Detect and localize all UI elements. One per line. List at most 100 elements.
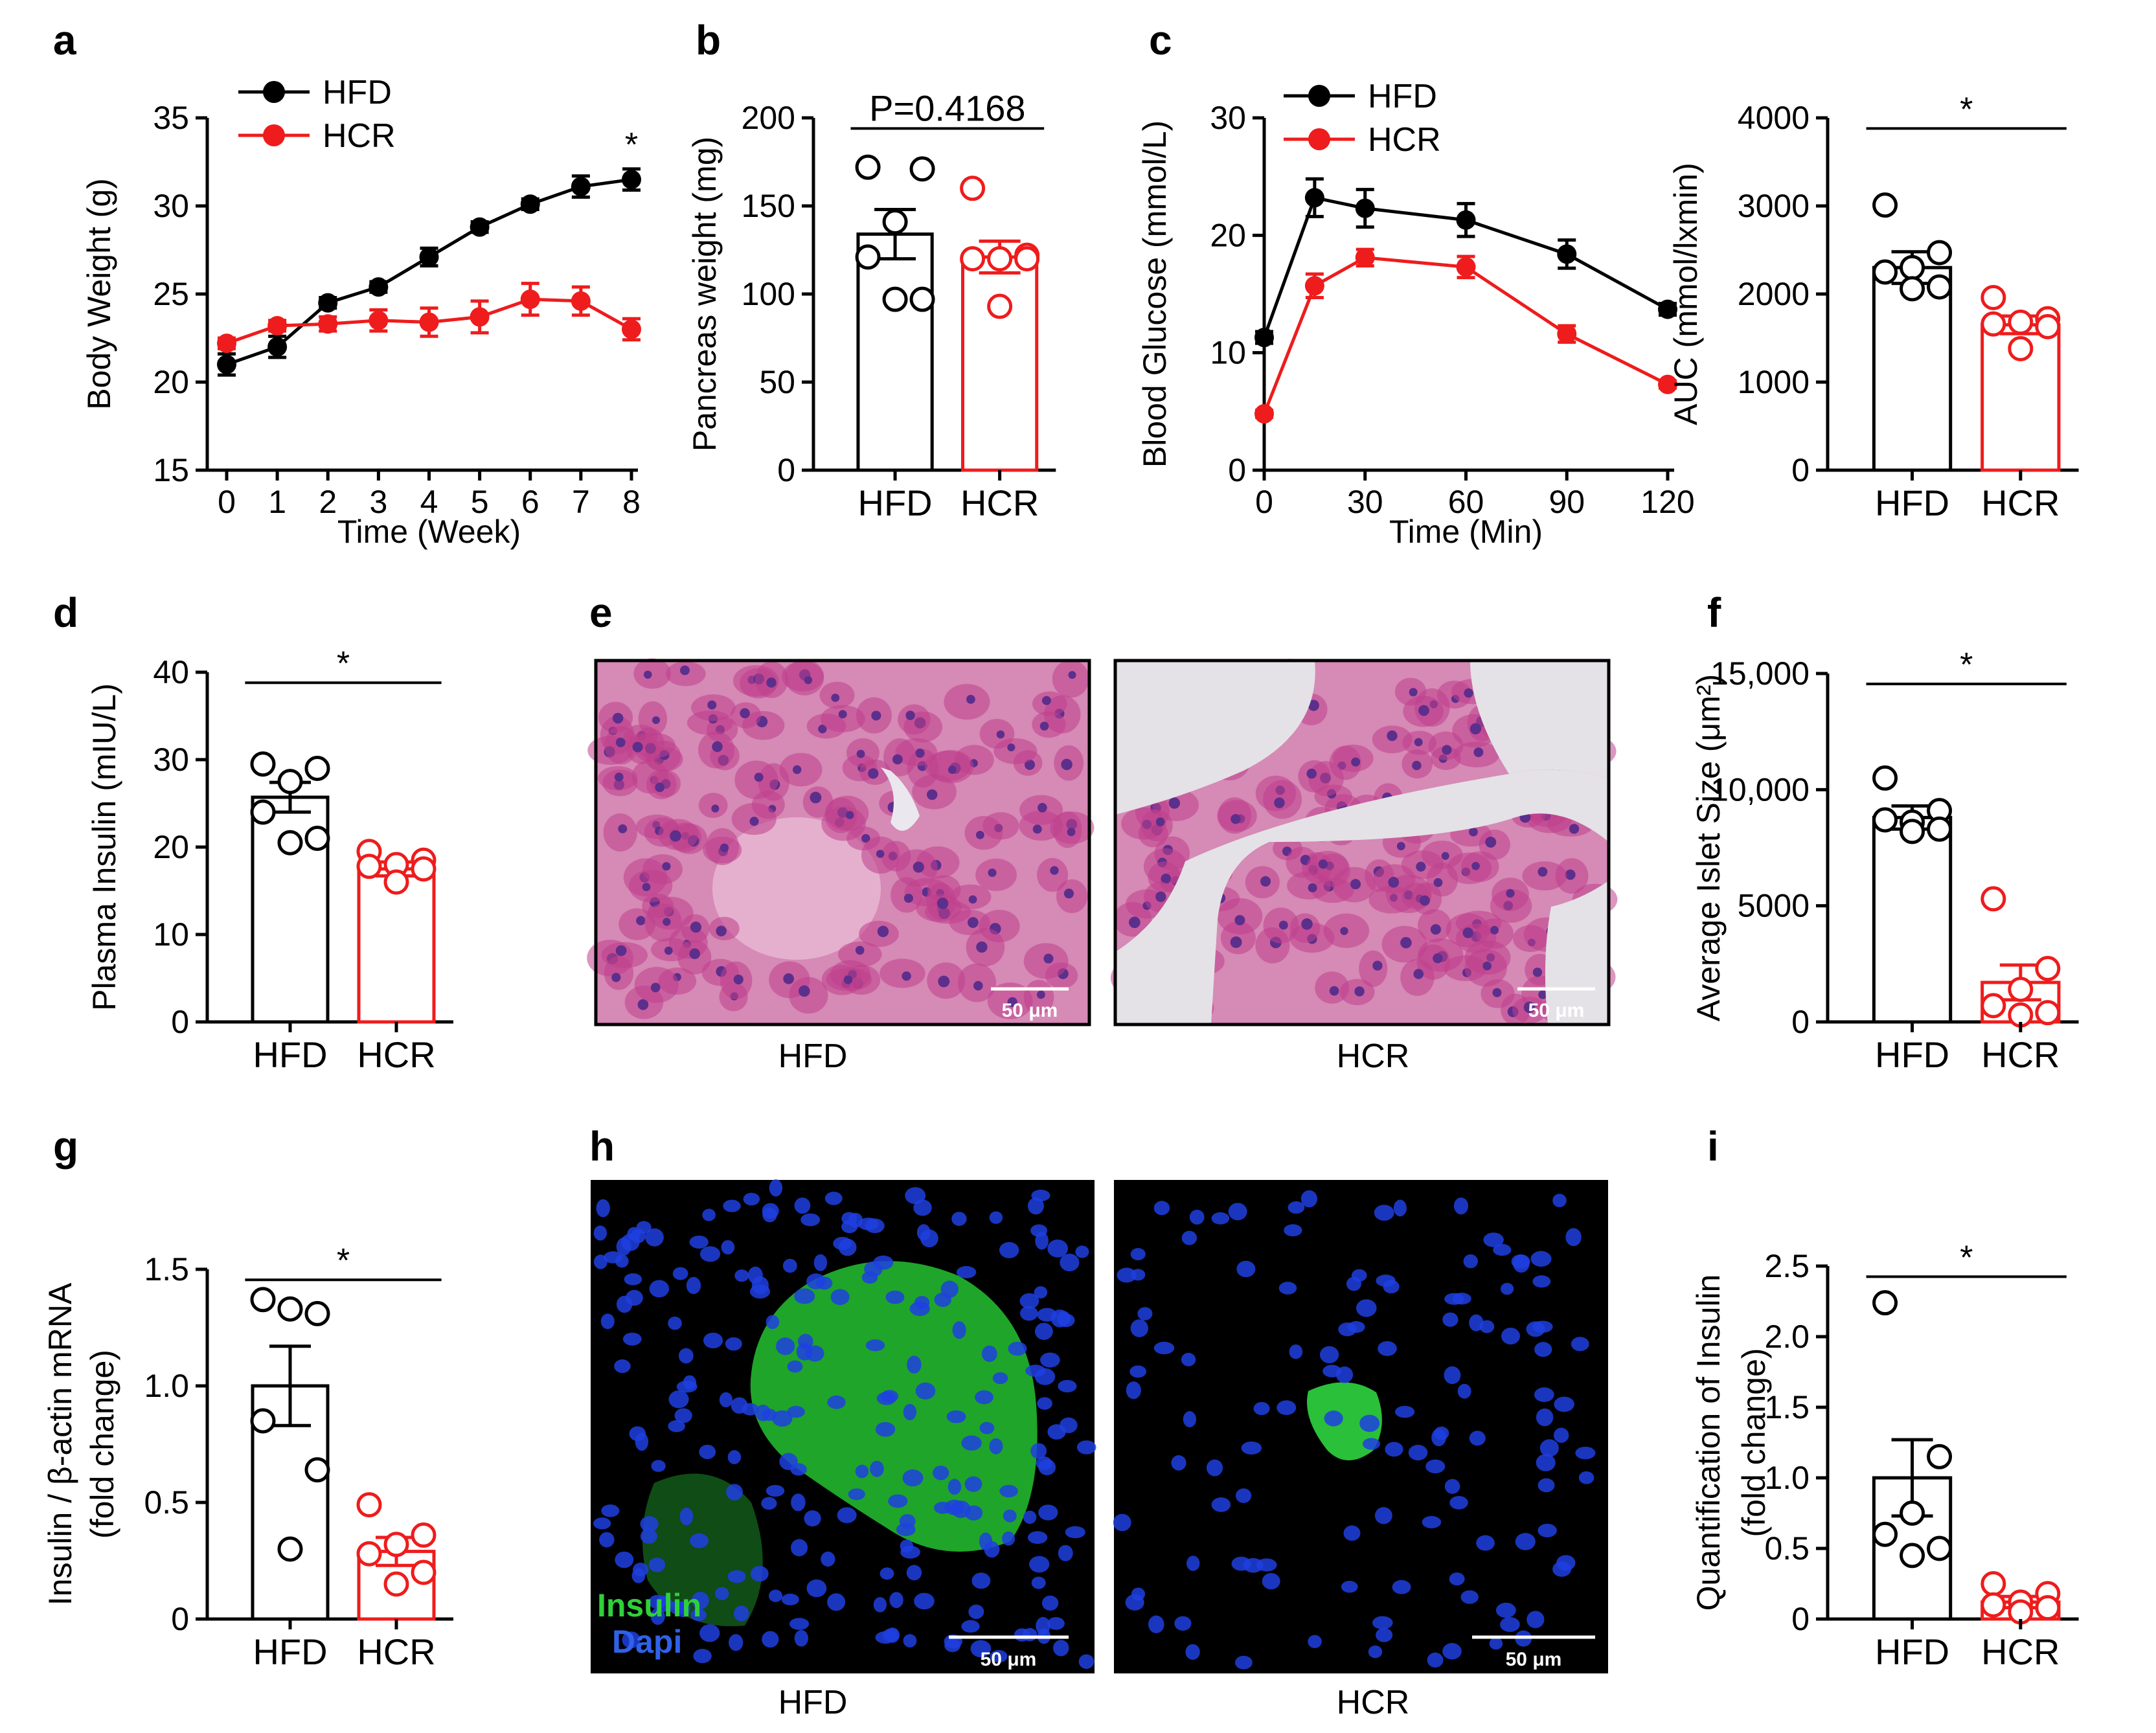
micrograph-e-hcr: 50 μm: [1110, 659, 1618, 1026]
lumen-top-right: [1334, 661, 1609, 777]
dapi-nucleus: [1536, 1408, 1554, 1427]
insulin-stain-islet: [1307, 1382, 1382, 1460]
cell: [1032, 711, 1066, 738]
y-tick-label: 0: [1228, 452, 1246, 488]
data-point: [1927, 1444, 1953, 1469]
dapi-nucleus: [1526, 1611, 1545, 1629]
dapi-nucleus: [879, 1567, 894, 1580]
dapi-nucleus: [903, 1403, 917, 1421]
legend-label: HCR: [1368, 121, 1441, 159]
dapi-nucleus: [934, 1292, 951, 1308]
dapi-nucleus: [1228, 1203, 1247, 1221]
nucleus: [1473, 747, 1484, 758]
cell: [628, 869, 673, 903]
y-tick-label: 150: [742, 188, 795, 224]
significance-label: *: [1960, 91, 1973, 128]
dapi-nucleus: [1243, 1557, 1264, 1573]
data-point: [419, 312, 439, 332]
dapi-nucleus: [1019, 1293, 1039, 1309]
nucleus: [871, 710, 881, 721]
nucleus: [1485, 836, 1497, 848]
data-point: [369, 310, 389, 330]
nucleus: [1433, 878, 1443, 887]
dapi-nucleus: [769, 1179, 783, 1197]
dapi-nucleus: [689, 1235, 709, 1249]
dapi-nucleus: [601, 1504, 620, 1517]
dapi-nucleus: [776, 1337, 795, 1355]
dapi-nucleus: [782, 1258, 797, 1273]
panel-label-g: g: [53, 1123, 78, 1170]
dapi-nucleus: [990, 1649, 1008, 1663]
dapi-nucleus: [1532, 1275, 1551, 1288]
dapi-nucleus: [1515, 1533, 1536, 1550]
dapi-nucleus: [742, 1403, 759, 1416]
data-point: [1980, 993, 2006, 1019]
x-tick-label: HFD: [858, 482, 933, 523]
data-point: [1872, 765, 1898, 791]
dapi-nucleus: [848, 1488, 865, 1501]
y-tick-label: 1.5: [1764, 1389, 1810, 1425]
y-tick-label: 0: [1791, 452, 1810, 488]
nucleus: [1433, 953, 1443, 964]
dapi-nucleus: [1444, 1366, 1461, 1385]
nucleus: [1155, 817, 1165, 827]
data-point: [622, 170, 641, 190]
nucleus: [615, 945, 627, 957]
cell: [820, 705, 865, 732]
dapi-nucleus: [729, 1634, 743, 1651]
dapi-nucleus: [726, 1484, 743, 1501]
nucleus: [1025, 759, 1035, 770]
panel-label-h: h: [589, 1123, 615, 1170]
y-tick-label: 100: [742, 276, 795, 312]
dapi-nucleus: [1552, 1194, 1567, 1208]
cell: [924, 751, 971, 782]
nucleus: [1462, 927, 1474, 938]
dapi-nucleus: [699, 1624, 720, 1642]
dapi-nucleus: [989, 1438, 1003, 1455]
dapi-nucleus: [1047, 1424, 1066, 1440]
dapi-nucleus: [1189, 1209, 1205, 1225]
dapi-nucleus: [1500, 1617, 1520, 1632]
data-point: [1456, 210, 1476, 230]
nucleus: [938, 975, 950, 988]
dapi-nucleus: [1027, 1197, 1044, 1215]
data-point: [2035, 956, 2061, 982]
nucleus: [996, 730, 1005, 739]
dapi-nucleus: [1131, 1587, 1146, 1601]
dapi-nucleus: [750, 1565, 769, 1582]
x-tick-label: 6: [521, 484, 539, 520]
x-tick-label: 5: [471, 484, 489, 520]
nucleus: [716, 925, 727, 936]
nucleus: [975, 830, 984, 839]
dapi-nucleus: [1058, 1545, 1073, 1561]
dapi-nucleus: [944, 1499, 965, 1515]
data-point: [250, 1287, 276, 1313]
dapi-nucleus: [1501, 1328, 1521, 1345]
y-tick-label: 15,000: [1710, 655, 1810, 692]
dapi-nucleus: [1408, 1444, 1428, 1461]
dapi-nucleus: [651, 1460, 666, 1472]
dapi-nucleus: [668, 1316, 682, 1330]
data-point: [571, 177, 591, 197]
dapi-nucleus: [1038, 1504, 1058, 1521]
dapi-nucleus: [970, 1640, 992, 1658]
data-point: [1980, 886, 2006, 912]
dapi-nucleus: [841, 1212, 857, 1225]
dapi-nucleus: [727, 1570, 746, 1583]
nucleus: [1441, 852, 1449, 860]
micrograph-h-hfd: 50 μm Insulin Dapi: [591, 1179, 1096, 1673]
data-point: [304, 756, 330, 781]
dapi-nucleus: [690, 1609, 707, 1622]
x-tick-label: 2: [319, 484, 337, 520]
nucleus: [1050, 866, 1059, 875]
dapi-nucleus: [1284, 1224, 1302, 1237]
nucleus: [792, 765, 802, 775]
data-point: [304, 826, 330, 851]
x-tick-label: 4: [420, 484, 438, 520]
dapi-nucleus: [1553, 1427, 1569, 1443]
nucleus: [1230, 936, 1242, 948]
dapi-nucleus: [999, 1241, 1019, 1258]
data-point: [318, 314, 338, 334]
x-tick-label: 0: [1255, 484, 1273, 520]
dapi-nucleus: [933, 1466, 949, 1480]
